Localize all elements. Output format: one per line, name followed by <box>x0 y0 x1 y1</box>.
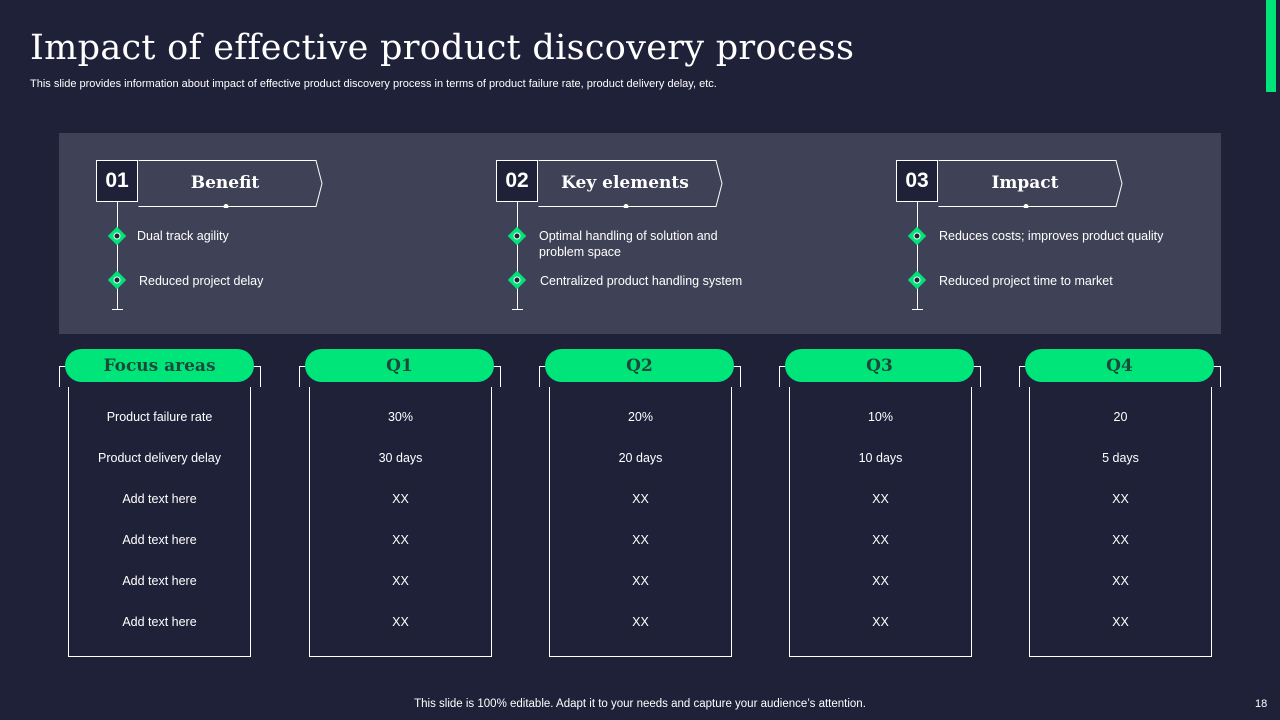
page-number: 18 <box>1255 698 1268 710</box>
column-header: Q3 <box>785 349 974 382</box>
card-label: Key elements <box>561 173 689 193</box>
cards-panel <box>59 133 1221 334</box>
column-header: Q2 <box>545 349 734 382</box>
table-cell: Add text here <box>122 492 197 506</box>
table-cell: Add text here <box>122 533 197 547</box>
table-cell: XX <box>632 492 649 506</box>
table-cell: Product delivery delay <box>98 451 221 465</box>
table-cell: XX <box>632 533 649 547</box>
card-label: Benefit <box>190 173 260 193</box>
bullet-icon <box>507 270 527 290</box>
column-body: 20% 20 days XX XX XX XX <box>549 387 732 657</box>
slide-subtitle: This slide provides information about im… <box>30 78 717 90</box>
table-cell: XX <box>872 492 889 506</box>
card-impact: 03 Impact Reduces costs; improves produc… <box>896 160 1163 320</box>
table-cell: XX <box>392 574 409 588</box>
table-cell: 20% <box>627 410 654 424</box>
table-cell: XX <box>872 574 889 588</box>
card-item: Centralized product handling system <box>540 274 743 288</box>
table-cell: XX <box>1112 492 1129 506</box>
card-item: Reduced project delay <box>139 274 264 288</box>
card-label-arrow-shape <box>538 160 723 208</box>
bullet-icon <box>507 226 527 246</box>
card-item: Reduced project time to market <box>939 274 1113 288</box>
table-cell: XX <box>1112 574 1129 588</box>
table-cell: 5 days <box>1102 451 1139 465</box>
table-cell: XX <box>872 615 889 629</box>
table-cell: 20 <box>1113 410 1128 424</box>
card-benefit: 01 Benefit Dual track agility Reduced pr… <box>96 160 326 320</box>
table-cell: XX <box>1112 615 1129 629</box>
column-body: 20 5 days XX XX XX XX <box>1029 387 1212 657</box>
column-body: 30% 30 days XX XX XX XX <box>309 387 492 657</box>
bullet-icon <box>907 226 927 246</box>
table-cell: Product failure rate <box>106 410 213 424</box>
card-connector-line <box>117 202 118 309</box>
card-key-elements: 02 Key elements Optimal handling of solu… <box>496 160 742 320</box>
table-cell: XX <box>392 533 409 547</box>
card-label-arrow-shape <box>938 160 1123 208</box>
table-cell: Add text here <box>122 615 197 629</box>
card-label: Impact <box>991 173 1059 193</box>
table-cell: 10% <box>867 410 894 424</box>
table-cell: XX <box>632 615 649 629</box>
card-connector-end <box>912 309 923 310</box>
column-header: Q1 <box>305 349 494 382</box>
card-number: 02 <box>496 160 538 202</box>
table-cell: 30% <box>387 410 414 424</box>
table-cell: XX <box>392 615 409 629</box>
card-connector-line <box>517 202 518 309</box>
card-number: 01 <box>96 160 138 202</box>
table-cell: XX <box>632 574 649 588</box>
card-item: Optimal handling of solution and problem… <box>539 229 718 259</box>
card-connector-end <box>512 309 523 310</box>
card-connector-end <box>112 309 123 310</box>
card-item: Dual track agility <box>137 229 229 243</box>
table-cell: XX <box>392 492 409 506</box>
column-body: 10% 10 days XX XX XX XX <box>789 387 972 657</box>
table-cell: XX <box>872 533 889 547</box>
table-cell: 10 days <box>858 451 903 465</box>
table-cell: Add text here <box>122 574 197 588</box>
slide-footer: This slide is 100% editable. Adapt it to… <box>414 698 866 710</box>
bullet-icon <box>907 270 927 290</box>
table-cell: XX <box>1112 533 1129 547</box>
card-connector-line <box>917 202 918 309</box>
column-header: Q4 <box>1025 349 1214 382</box>
card-label-arrow-shape <box>138 160 323 208</box>
table-cell: 20 days <box>618 451 663 465</box>
bullet-icon <box>107 270 127 290</box>
bullet-icon <box>107 226 127 246</box>
table-cell: 30 days <box>378 451 423 465</box>
slide-title: Impact of effective product discovery pr… <box>30 28 855 68</box>
card-item: Reduces costs; improves product quality <box>939 229 1164 243</box>
card-number: 03 <box>896 160 938 202</box>
column-body: Product failure rate Product delivery de… <box>68 387 251 657</box>
column-header: Focus areas <box>65 349 254 382</box>
accent-bar <box>1266 0 1276 92</box>
